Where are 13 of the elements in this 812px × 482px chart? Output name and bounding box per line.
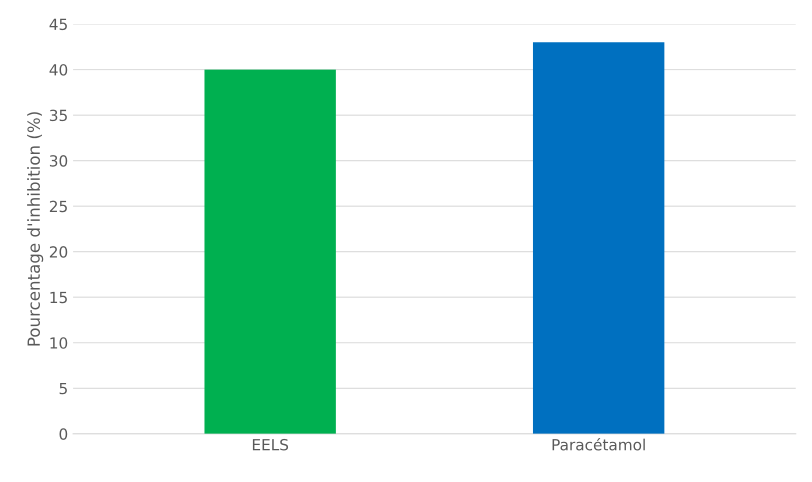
x-tick-label: EELS — [252, 438, 288, 450]
y-tick-label: 0 — [60, 428, 68, 440]
y-tick-label: 25 — [50, 200, 67, 212]
y-tick-label: 30 — [50, 155, 68, 167]
y-tick-label: 40 — [50, 64, 68, 76]
y-tick-label: 15 — [50, 292, 67, 304]
y-tick-label: 35 — [50, 110, 67, 122]
y-tick-label: 45 — [50, 18, 67, 30]
y-axis-title: Pourcentage d'inhibition (%) — [27, 112, 44, 346]
y-tick-label: 10 — [50, 337, 68, 349]
y-tick-label: 20 — [50, 246, 68, 258]
x-tick-label: Paracétamol — [552, 438, 645, 450]
y-tick-label: 5 — [60, 382, 67, 394]
